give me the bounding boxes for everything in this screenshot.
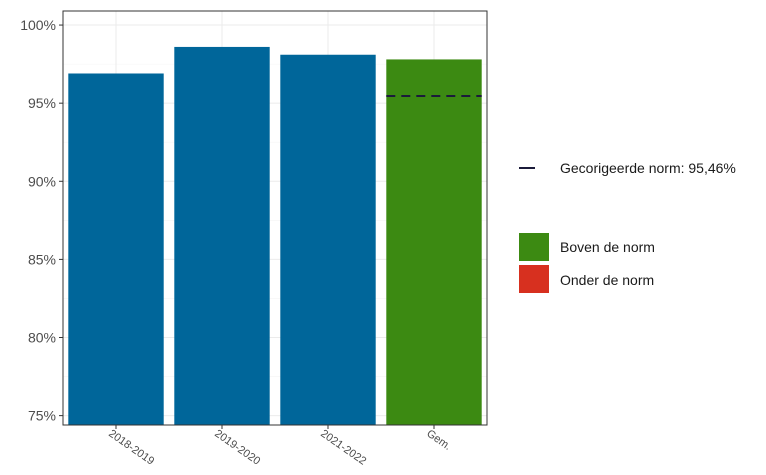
legend-below-norm-label: Onder de norm <box>560 272 654 288</box>
bar-2021-2022 <box>280 54 376 425</box>
y-axis: 75% 80% 85% 90% 95% 100% <box>20 17 63 424</box>
legend-above-norm-swatch <box>519 233 549 261</box>
bar-2019-2020 <box>174 46 270 426</box>
bar-2018-2019 <box>68 73 164 425</box>
legend-above-norm-label: Boven de norm <box>560 239 655 255</box>
plot-panel-border <box>62 10 488 426</box>
legend-below-norm-swatch <box>519 265 549 293</box>
legend-norm-label: Gecorigeerde norm: 95,46% <box>560 160 736 176</box>
y-tick-label: 75% <box>28 408 56 424</box>
y-tick-label: 100% <box>20 17 56 33</box>
bar-gem- <box>386 59 482 426</box>
legend: Gecorigeerde norm: 95,46% Boven de norm … <box>519 160 736 293</box>
y-tick-label: 85% <box>28 251 56 267</box>
bars <box>68 46 482 426</box>
y-tick-label: 80% <box>28 330 56 346</box>
y-tick-label: 95% <box>28 95 56 111</box>
y-tick-label: 90% <box>28 173 56 189</box>
